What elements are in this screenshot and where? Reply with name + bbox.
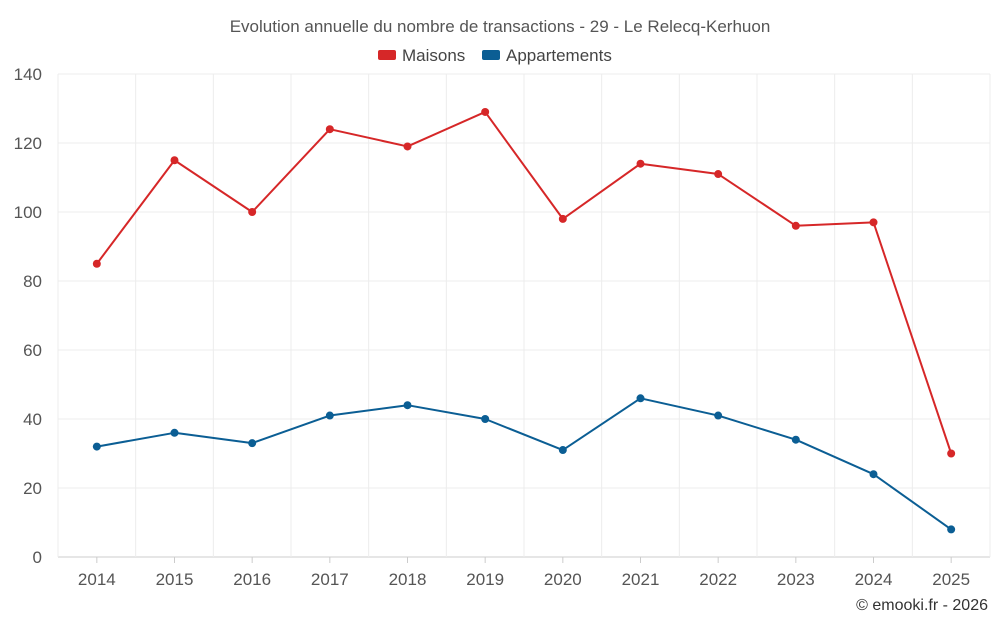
data-point-appartements-2025[interactable] (947, 525, 956, 534)
data-point-maisons-2015[interactable] (170, 156, 179, 165)
x-axis: 2014 2015 2016 2017 2018 2019 2020 2021 2022 2023… (78, 557, 970, 589)
credit-text: © emooki.fr - 2026 (856, 597, 988, 614)
series-line-maisons (96, 110, 953, 454)
x-tick-label-2023: 2023 (777, 570, 815, 589)
y-tick-label: 60 (23, 341, 42, 360)
data-point-maisons-2020[interactable] (558, 214, 567, 223)
y-tick-label: 80 (23, 272, 42, 291)
data-point-appartements-2016[interactable] (248, 439, 257, 448)
grid (57, 73, 991, 558)
legend-swatch-appartements (482, 50, 500, 60)
chart-title: Evolution annuelle du nombre de transact… (230, 17, 771, 36)
data-point-maisons-2019[interactable] (481, 107, 490, 116)
legend-label-appartements: Appartements (506, 46, 612, 65)
data-point-maisons-2024[interactable] (869, 218, 878, 227)
x-tick-label-2021: 2021 (622, 570, 660, 589)
data-point-maisons-2017[interactable] (325, 125, 334, 134)
y-axis: 0 20 40 60 80 100 120 140 (14, 65, 42, 567)
data-point-appartements-2024[interactable] (869, 470, 878, 479)
y-tick-label: 120 (14, 134, 42, 153)
x-tick-label-2019: 2019 (466, 570, 504, 589)
y-tick-label: 0 (33, 548, 42, 567)
x-tick-label-2017: 2017 (311, 570, 349, 589)
data-point-appartements-2023[interactable] (791, 435, 800, 444)
legend-item-appartements[interactable]: Appartements (482, 46, 612, 65)
y-tick-label: 100 (14, 203, 42, 222)
data-point-maisons-2023[interactable] (791, 221, 800, 230)
data-point-appartements-2018[interactable] (403, 401, 412, 410)
legend-swatch-maisons (378, 50, 396, 60)
series (92, 107, 956, 534)
x-tick-label-2020: 2020 (544, 570, 582, 589)
data-point-maisons-2025[interactable] (947, 449, 956, 458)
y-tick-label: 140 (14, 65, 42, 84)
x-tick-label-2015: 2015 (156, 570, 194, 589)
x-tick-label-2014: 2014 (78, 570, 116, 589)
legend-item-maisons[interactable]: Maisons (378, 46, 465, 65)
data-point-appartements-2020[interactable] (558, 446, 567, 455)
x-tick-label-2024: 2024 (855, 570, 893, 589)
x-tick-label-2025: 2025 (932, 570, 970, 589)
data-point-appartements-2022[interactable] (714, 411, 723, 420)
x-tick-label-2022: 2022 (699, 570, 737, 589)
series-line-appartements (96, 397, 952, 531)
data-point-maisons-2021[interactable] (636, 159, 645, 168)
legend: Maisons Appartements (378, 46, 612, 65)
data-point-maisons-2018[interactable] (403, 142, 412, 151)
data-point-appartements-2017[interactable] (325, 411, 334, 420)
y-tick-label: 20 (23, 479, 42, 498)
data-point-maisons-2014[interactable] (92, 259, 101, 268)
data-point-appartements-2015[interactable] (170, 428, 179, 437)
x-tick-label-2016: 2016 (233, 570, 271, 589)
data-point-appartements-2019[interactable] (481, 415, 490, 423)
data-point-appartements-2014[interactable] (92, 442, 101, 451)
data-point-maisons-2016[interactable] (248, 208, 257, 216)
legend-label-maisons: Maisons (402, 46, 465, 65)
series-maisons (92, 107, 956, 458)
data-point-appartements-2021[interactable] (636, 394, 645, 403)
y-tick-label: 40 (23, 410, 42, 429)
x-tick-label-2018: 2018 (389, 570, 427, 589)
series-appartements (92, 394, 956, 534)
data-point-maisons-2022[interactable] (714, 170, 723, 179)
